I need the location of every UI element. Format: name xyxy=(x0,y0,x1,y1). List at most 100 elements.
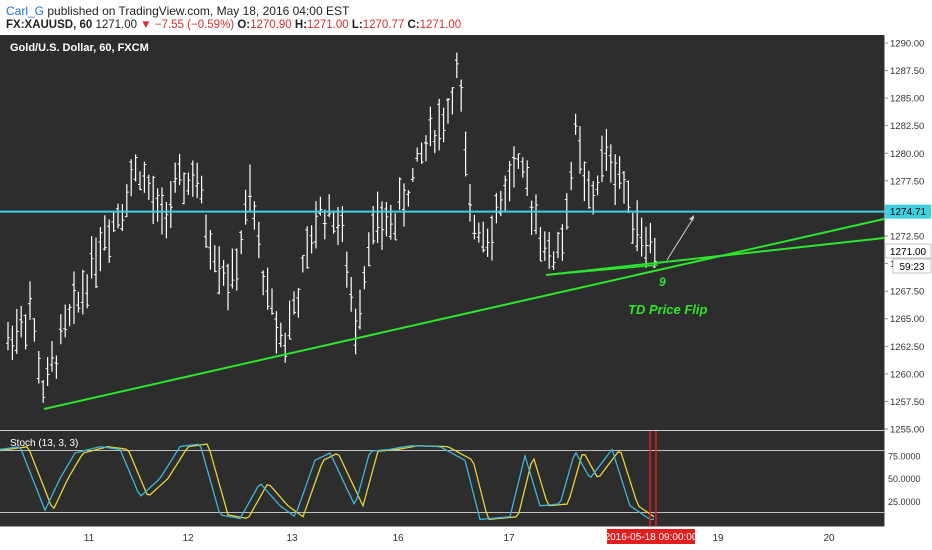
ohlc-bar xyxy=(256,221,261,259)
ohlc-bar xyxy=(309,225,314,254)
ohlc-bar xyxy=(89,236,94,279)
price-tick-label: 1255.00 xyxy=(890,425,924,436)
ohlc-bar xyxy=(644,226,648,268)
ohlc-bar xyxy=(441,107,446,143)
price-tick-label: 1272.50 xyxy=(890,232,924,243)
ohlc-bar xyxy=(648,222,653,254)
ohlc-bar xyxy=(419,142,424,164)
close-value: 1271.00 xyxy=(419,19,462,31)
price-bars xyxy=(6,52,657,403)
td-count-label[interactable]: 9 xyxy=(659,275,666,289)
ohlc-bar xyxy=(177,153,182,186)
ohlc-bar xyxy=(111,211,116,232)
ohlc-bar xyxy=(102,215,107,251)
ohlc-bar xyxy=(525,160,530,196)
ohlc-bar xyxy=(28,281,32,320)
open-value: 1270.90 xyxy=(250,19,292,31)
price-axis[interactable] xyxy=(884,35,932,526)
ohlc-bar xyxy=(142,161,147,193)
ohlc-bar xyxy=(221,259,226,286)
ohlc-bar xyxy=(472,214,477,240)
price-chart[interactable]: 1290.00 1287.50 1285.00 1282.50 1280.00 1277.… xyxy=(0,35,932,550)
ohlc-bar xyxy=(129,159,134,197)
ohlc-bar xyxy=(349,277,354,312)
quote-line: FX:XAUUSD, 60 1271.00 ▼ −7.55 (−0.59%) O… xyxy=(6,19,461,31)
ohlc-bar xyxy=(146,174,151,200)
time-axis[interactable] xyxy=(0,526,932,550)
ohlc-bar xyxy=(454,52,459,79)
ohlc-bar xyxy=(437,98,442,151)
date-label: 19 xyxy=(712,533,724,544)
ohlc-bar xyxy=(14,308,19,354)
price-tick-labels: 1290.00 1287.50 1285.00 1282.50 1280.00 1277.… xyxy=(884,39,924,436)
ohlc-bar xyxy=(582,161,587,202)
ohlc-bar xyxy=(283,332,288,363)
ohlc-bar xyxy=(239,230,244,255)
ohlc-bar xyxy=(305,226,310,269)
ohlc-bar xyxy=(358,289,362,330)
main-pane[interactable] xyxy=(0,35,884,430)
price-tick-label: 1280.00 xyxy=(890,149,924,160)
author-link[interactable]: Carl_G xyxy=(6,4,45,18)
high-value: 1271.00 xyxy=(307,19,349,31)
stoch-tick-label: 50.0000 xyxy=(888,474,921,484)
date-label: 12 xyxy=(182,533,194,544)
ohlc-bar xyxy=(384,202,389,237)
ohlc-bar xyxy=(322,209,327,240)
resistance-price-tag xyxy=(885,204,931,219)
chart-title: Gold/U.S. Dollar, 60, FXCM xyxy=(10,42,149,54)
ohlc-bar xyxy=(362,266,367,290)
price-tick-label: 1277.50 xyxy=(890,176,924,187)
ohlc-bar xyxy=(243,189,248,225)
ohlc-bar xyxy=(375,191,380,243)
ohlc-bar xyxy=(604,128,609,171)
ohlc-bar xyxy=(485,228,490,257)
ohlc-bar xyxy=(415,147,420,162)
low-value: 1270.77 xyxy=(362,19,405,31)
stoch-d-line xyxy=(0,443,655,521)
ohlc-bar xyxy=(204,214,208,248)
td-price-flip-label[interactable]: TD Price Flip xyxy=(628,302,708,317)
ohlc-bar xyxy=(252,201,257,230)
ohlc-bar xyxy=(116,203,120,229)
ohlc-bar xyxy=(613,154,618,206)
ohlc-bar xyxy=(133,154,138,182)
ohlc-bar xyxy=(182,172,186,205)
ohlc-bar xyxy=(50,341,54,372)
ohlc-bar xyxy=(212,245,217,273)
ohlc-bar xyxy=(630,212,635,244)
flip-baseline[interactable] xyxy=(545,264,659,276)
ohlc-bar xyxy=(600,135,604,183)
ohlc-bar xyxy=(67,304,72,327)
ohlc-bar xyxy=(402,183,406,227)
date-labels: 11 12 13 16 17 19 20 xyxy=(84,533,835,544)
ohlc-bar xyxy=(327,194,332,218)
stoch-tick-label: 25.0000 xyxy=(888,497,921,507)
ohlc-bar xyxy=(217,246,222,295)
ohlc-bar xyxy=(45,357,50,387)
stoch-k-line xyxy=(0,443,654,521)
support-trendline[interactable] xyxy=(43,218,885,410)
ohlc-bar xyxy=(278,322,283,348)
countdown-label: 59:23 xyxy=(899,262,924,273)
price-change: −7.55 (−0.59%) xyxy=(154,19,235,31)
price-tick-label: 1267.50 xyxy=(890,287,924,298)
ohlc-bar xyxy=(6,322,10,351)
date-label: 13 xyxy=(286,533,298,544)
ohlc-bar xyxy=(622,170,626,204)
ohlc-bar xyxy=(10,325,15,361)
date-label: 17 xyxy=(503,533,515,544)
ohlc-bar xyxy=(41,380,46,403)
open-label: O: xyxy=(237,19,251,31)
ohlc-bar xyxy=(63,304,68,338)
symbol-label[interactable]: FX:XAUUSD, 60 xyxy=(6,19,93,31)
ohlc-bar xyxy=(314,201,318,249)
short-trendline[interactable] xyxy=(545,237,885,276)
ohlc-bar xyxy=(300,255,305,273)
ohlc-bar xyxy=(494,192,499,224)
ohlc-bar xyxy=(58,314,63,345)
ohlc-bar xyxy=(512,146,516,188)
projection-arrow[interactable] xyxy=(666,216,695,261)
ohlc-bar xyxy=(432,129,437,154)
ohlc-bar xyxy=(516,153,521,169)
